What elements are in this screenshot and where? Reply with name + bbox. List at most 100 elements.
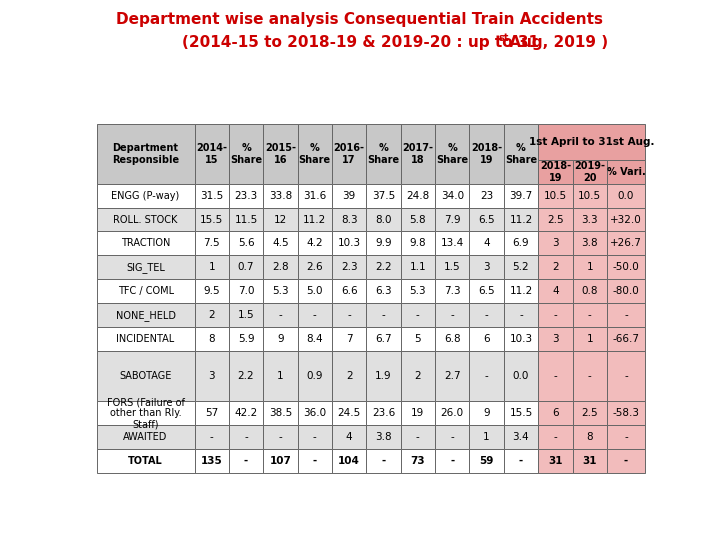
Text: -: - [624,310,628,320]
Bar [332,351,366,401]
Bar [607,232,645,255]
Bar [366,279,401,303]
Bar [607,351,645,401]
Text: +32.0: +32.0 [610,214,642,225]
Text: 6.6: 6.6 [341,286,357,296]
Bar [366,303,401,327]
Bar [96,124,194,184]
Text: 10.3: 10.3 [510,334,533,344]
Bar [366,124,401,184]
Bar [297,327,332,351]
Bar [538,160,572,184]
Bar [264,351,297,401]
Text: 6.5: 6.5 [478,286,495,296]
Bar [401,449,435,473]
Text: 0.0: 0.0 [618,191,634,201]
Bar [607,449,645,473]
Bar [194,232,229,255]
Text: 2.3: 2.3 [341,262,357,272]
Bar [229,207,264,232]
Text: TRACTION: TRACTION [121,239,171,248]
Text: 39.7: 39.7 [509,191,533,201]
Text: 15.5: 15.5 [200,214,223,225]
Text: 135: 135 [201,456,222,466]
Bar [96,184,194,207]
Bar [332,232,366,255]
Bar [229,401,264,426]
Bar [469,401,504,426]
Text: Department
Responsible: Department Responsible [112,143,179,165]
Bar [401,303,435,327]
Text: -: - [416,432,420,442]
Bar [264,449,297,473]
Bar [469,184,504,207]
Bar [469,327,504,351]
Text: SIG_TEL: SIG_TEL [126,262,165,273]
Bar [264,303,297,327]
Text: 5.2: 5.2 [513,262,529,272]
Bar [96,449,194,473]
Text: 15.5: 15.5 [509,408,533,418]
Text: 5.3: 5.3 [410,286,426,296]
Bar [607,184,645,207]
Text: 2.2: 2.2 [375,262,392,272]
Text: 5.3: 5.3 [272,286,289,296]
Text: 42.2: 42.2 [235,408,258,418]
Text: SABOTAGE: SABOTAGE [120,371,172,381]
Text: 2018-
19: 2018- 19 [540,161,571,183]
Bar [607,426,645,449]
Text: 0.7: 0.7 [238,262,254,272]
Text: 11.2: 11.2 [509,214,533,225]
Bar [229,124,264,184]
Bar [607,279,645,303]
Text: -: - [451,432,454,442]
Bar [435,449,469,473]
Bar [194,327,229,351]
Text: +26.7: +26.7 [610,239,642,248]
Text: 34.0: 34.0 [441,191,464,201]
Text: FORS (Failure of
other than Rly.
Staff): FORS (Failure of other than Rly. Staff) [107,397,184,429]
Text: 26.0: 26.0 [441,408,464,418]
Text: 4.5: 4.5 [272,239,289,248]
Bar [332,426,366,449]
Bar [332,124,366,184]
Bar [504,279,538,303]
Text: %
Share: % Share [505,143,537,165]
Text: 2.7: 2.7 [444,371,461,381]
Text: 2: 2 [415,371,421,381]
Text: TFC / COML: TFC / COML [117,286,174,296]
Bar [194,303,229,327]
Bar [194,207,229,232]
Text: %
Share: % Share [299,143,331,165]
Text: -: - [485,310,488,320]
Bar [194,426,229,449]
Bar [572,160,607,184]
Text: ROLL. STOCK: ROLL. STOCK [114,214,178,225]
Bar [538,207,572,232]
Text: -: - [347,310,351,320]
Bar [297,303,332,327]
Bar [607,160,645,184]
Bar [607,327,645,351]
Text: ENGG (P-way): ENGG (P-way) [112,191,180,201]
Text: 3: 3 [552,334,559,344]
Bar [504,184,538,207]
Text: 9: 9 [277,334,284,344]
Bar [572,232,607,255]
Text: -: - [519,456,523,466]
Bar [572,207,607,232]
Bar [401,426,435,449]
Bar [538,401,572,426]
Bar [366,351,401,401]
Bar [297,232,332,255]
Text: 1.5: 1.5 [238,310,254,320]
Text: 1.1: 1.1 [410,262,426,272]
Text: -: - [313,310,317,320]
Bar [572,351,607,401]
Text: -66.7: -66.7 [613,334,639,344]
Text: Department wise analysis Consequential Train Accidents: Department wise analysis Consequential T… [117,12,603,28]
Bar [469,426,504,449]
Text: NONE_HELD: NONE_HELD [116,310,176,321]
Text: -: - [312,456,317,466]
Text: 31.6: 31.6 [303,191,326,201]
